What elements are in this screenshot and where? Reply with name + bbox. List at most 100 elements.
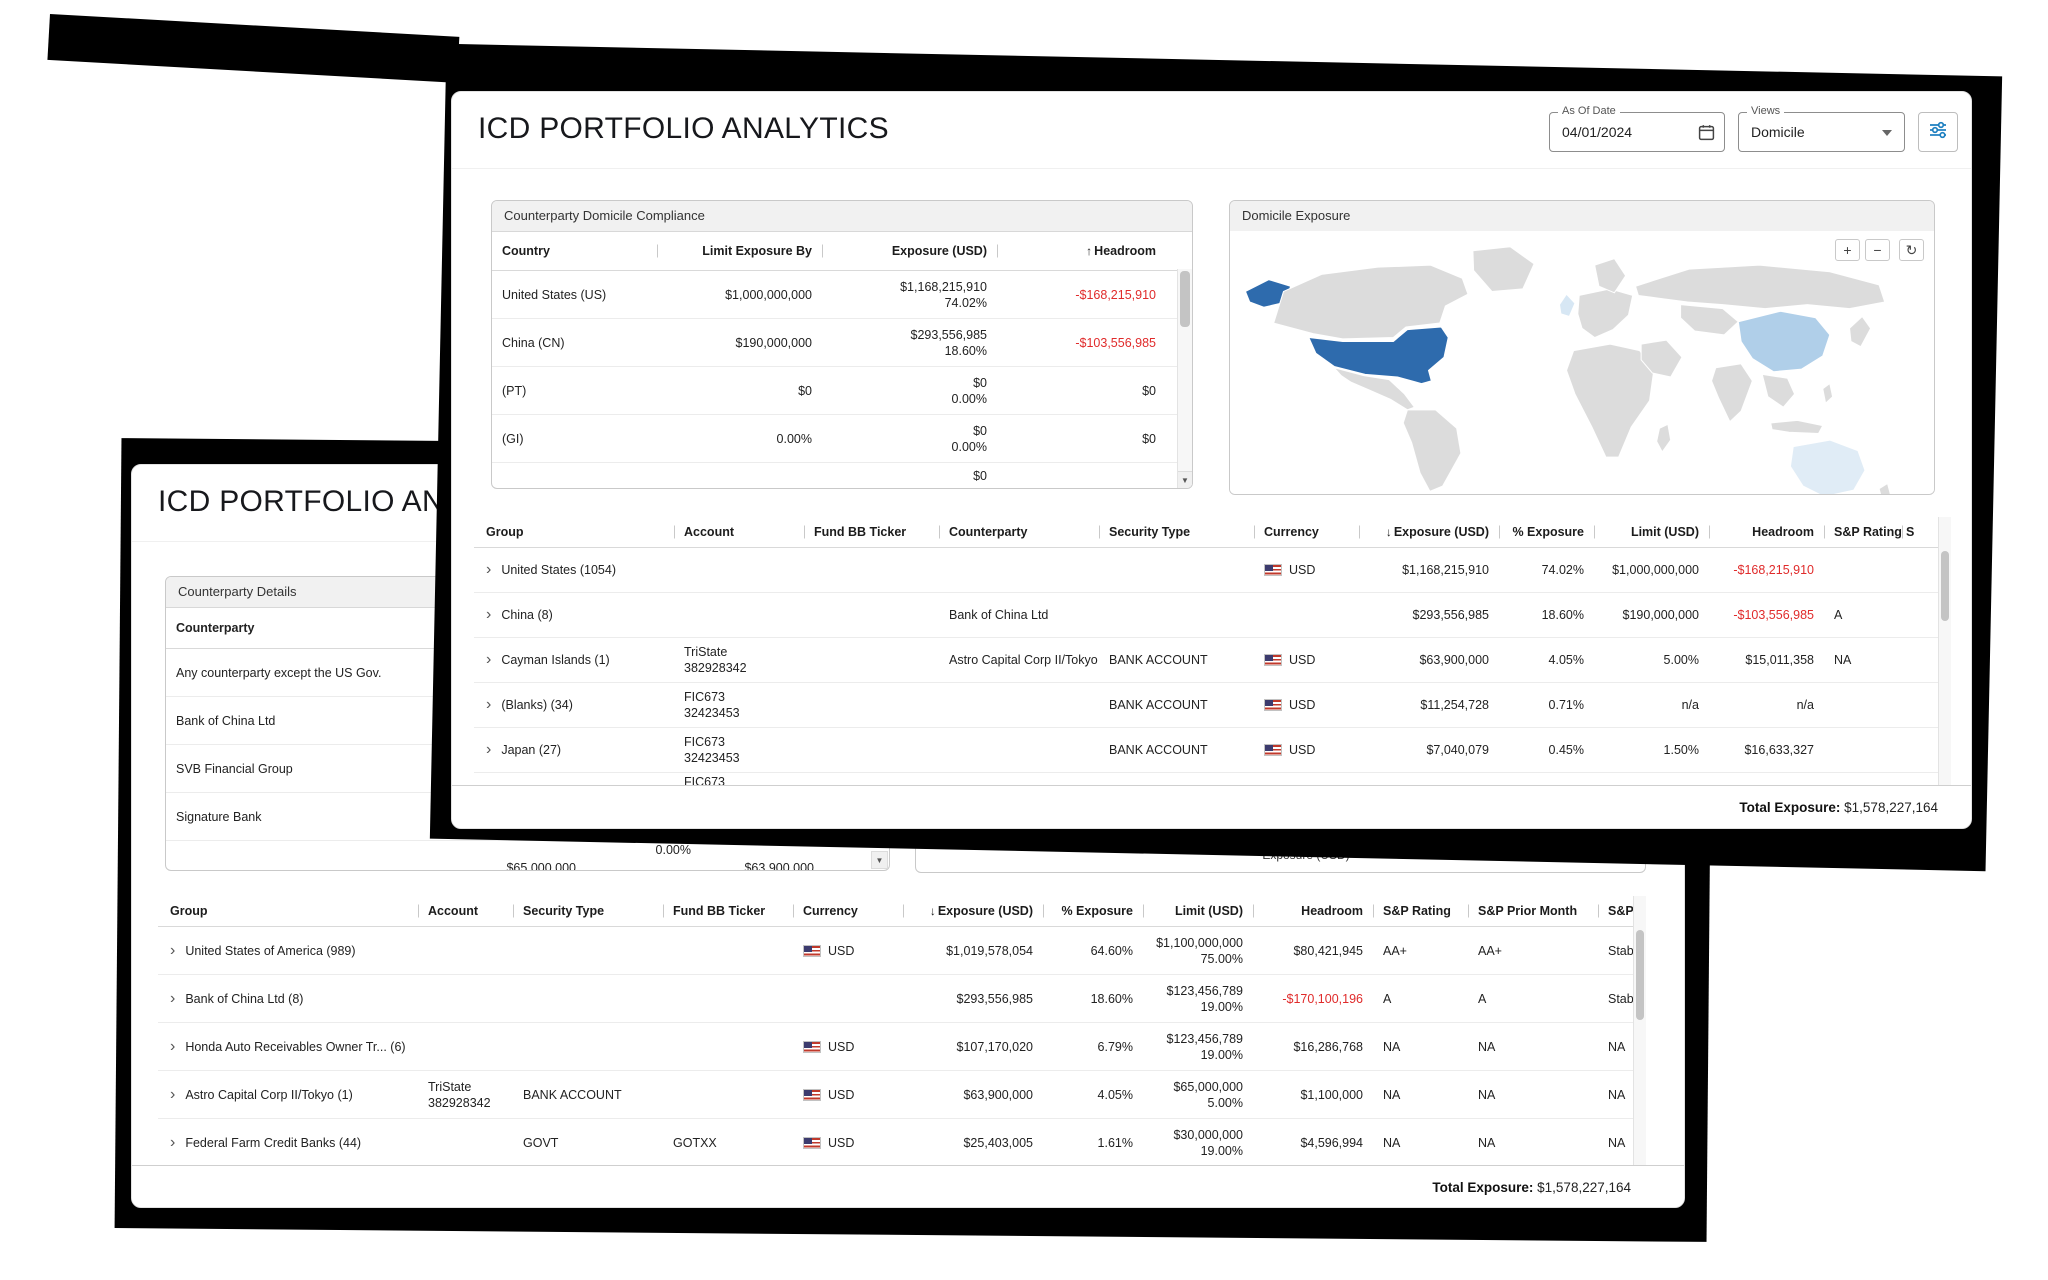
cell-headroom: $4,596,994 [1300,1135,1363,1150]
col-header-limit[interactable]: Limit (USD) [1143,904,1253,918]
views-value[interactable]: Domicile [1751,124,1805,140]
region-africa [1565,343,1655,458]
account-line1: TriState [684,645,728,659]
cell-limit: $30,000,000 19.00% [1143,1127,1253,1159]
table-row[interactable]: › Cayman Islands (1) TriState 382928342 As… [474,638,1951,683]
table-row[interactable]: › Bank of China Ltd (8) $293,556,985 18.6… [158,975,1646,1023]
cell-currency: USD [1254,563,1359,577]
counterparty-name: SVB Financial Group [176,761,293,776]
col-header-security-type[interactable]: Security Type [1099,525,1254,539]
cell-exposure: $293,556,985 [956,991,1033,1006]
front-grid-header-row: Group Account Fund BB Ticker Counterpart… [474,517,1951,548]
chevron-right-icon[interactable]: › [170,990,176,1007]
col-header-pct-exposure[interactable]: % Exposure [1499,525,1594,539]
cell-sp-rating: A [1383,991,1392,1006]
cell-pct-exposure: 18.60% [1090,991,1133,1006]
table-row[interactable]: › Honda Auto Receivables Owner Tr... (6) … [158,1023,1646,1071]
table-row[interactable]: › Astro Capital Corp II/Tokyo (1) TriStat… [158,1071,1646,1119]
col-header-country[interactable]: Country [502,244,550,258]
front-page-title: ICD PORTFOLIO ANALYTICS [478,112,889,145]
map-reset-button[interactable]: ↻ [1899,239,1924,261]
scrollbar-thumb[interactable] [1180,271,1190,327]
scrollbar-thumb[interactable] [1636,930,1644,1020]
chevron-right-icon[interactable]: › [486,742,492,758]
chevron-right-icon[interactable]: › [170,942,176,959]
as-of-date-field[interactable]: As Of Date 04/01/2024 [1549,105,1725,152]
chevron-right-icon[interactable]: › [170,1134,176,1151]
col-header-sp-rating[interactable]: S&P Rating [1373,904,1468,918]
col-header-sp-prior-month[interactable]: S&P Prior Month [1468,904,1598,918]
col-header-security-type[interactable]: Security Type [513,904,663,918]
chevron-right-icon[interactable]: › [486,607,492,623]
as-of-date-value[interactable]: 04/01/2024 [1562,124,1633,140]
col-header-headroom[interactable]: ↑ Headroom [997,244,1166,258]
col-header-exposure[interactable]: Exposure (USD) [822,244,997,258]
col-header-counterparty[interactable]: Counterparty [176,621,255,635]
chevron-right-icon[interactable]: › [486,562,492,578]
col-header-account[interactable]: Account [674,525,804,539]
cell-sp-rating: A [1834,608,1843,622]
compliance-row-partial[interactable]: $0 [492,463,1192,488]
currency-label: USD [1289,563,1316,577]
col-header-counterparty[interactable]: Counterparty [939,525,1099,539]
table-row[interactable]: › Federal Farm Credit Banks (44) GOVT GOT… [158,1119,1646,1165]
cell-sp-rating: NA [1383,1039,1401,1054]
back-grid-header-row: Group Account Security Type Fund BB Tick… [158,896,1646,927]
vertical-scrollbar[interactable]: ▼ [1177,269,1192,488]
table-row[interactable]: › United States of America (989) USD $1,0… [158,927,1646,975]
zoom-in-button[interactable]: + [1835,239,1860,261]
col-header-headroom[interactable]: Headroom [1253,904,1373,918]
table-row[interactable]: › (Blanks) (34) FIC673 32423453 BANK ACCOU… [474,683,1951,728]
col-header-currency[interactable]: Currency [793,904,903,918]
col-header-limit-exposure-by[interactable]: Limit Exposure By [657,244,822,258]
filter-settings-button[interactable] [1918,112,1958,152]
chevron-right-icon[interactable]: › [170,1086,176,1103]
compliance-row[interactable]: United States (US) $1,000,000,000 $1,168… [492,271,1192,319]
col-header-clipped[interactable]: S [1902,525,1942,539]
col-header-exposure[interactable]: ↓ Exposure (USD) [903,904,1043,918]
cell-country: United States (US) [502,287,607,302]
col-header-group[interactable]: Group [170,904,208,918]
group-label: Federal Farm Credit Banks (44) [185,1135,362,1150]
col-header-exposure[interactable]: ↓ Exposure (USD) [1359,525,1499,539]
col-header-currency[interactable]: Currency [1254,525,1359,539]
col-header-account[interactable]: Account [418,904,513,918]
cell-headroom: $0 [1142,383,1156,398]
compliance-row[interactable]: (GI) 0.00% $0 0.00% $0 [492,415,1192,463]
col-header-pct-exposure[interactable]: % Exposure [1043,904,1143,918]
world-map[interactable]: + − ↻ [1230,231,1934,494]
col-header-fund-bb-ticker[interactable]: Fund BB Ticker [804,525,939,539]
vertical-scrollbar[interactable] [1938,517,1951,785]
scrollbar-thumb[interactable] [1941,551,1949,621]
region-india [1710,363,1753,423]
chevron-right-icon[interactable]: › [486,697,492,713]
table-row[interactable]: › United States (1054) USD $1,168,215,910… [474,548,1951,593]
calendar-icon[interactable] [1698,124,1715,146]
col-header-group[interactable]: Group [486,525,524,539]
table-row[interactable]: › Japan (27) FIC673 32423453 BANK ACCOUNT … [474,728,1951,773]
vertical-scrollbar[interactable] [1633,896,1646,1165]
counterparty-row-partial[interactable]: 0.00% $65,000,000 $63,900,000 [166,841,889,870]
region-united-kingdom [1558,293,1576,318]
scroll-down-button[interactable]: ▼ [1178,471,1192,488]
col-header-limit[interactable]: Limit (USD) [1594,525,1709,539]
chevron-right-icon[interactable]: › [486,652,492,668]
compliance-row[interactable]: (PT) $0 $0 0.00% $0 [492,367,1192,415]
table-row[interactable]: › China (8) Bank of China Ltd $293,556,98… [474,593,1951,638]
chevron-right-icon[interactable]: › [170,1038,176,1055]
col-header-fund-bb-ticker[interactable]: Fund BB Ticker [663,904,793,918]
table-row-partial[interactable]: FIC673 [474,773,1951,785]
cell-group: › (Blanks) (34) [474,697,674,713]
cell-sp-prior-month: NA [1478,1135,1496,1150]
scroll-down-button[interactable]: ▼ [871,851,888,869]
zoom-out-button[interactable]: − [1865,239,1890,261]
views-select[interactable]: Views Domicile [1738,105,1905,152]
col-header-headroom[interactable]: Headroom [1709,525,1824,539]
counterparty-details-title: Counterparty Details [178,584,297,599]
cell-security-type: BANK ACCOUNT [523,1087,622,1102]
col-header-sp-rating[interactable]: S&P Rating [1824,525,1902,539]
compliance-row[interactable]: China (CN) $190,000,000 $293,556,985 18.6… [492,319,1192,367]
cell-security-type: BANK ACCOUNT [1109,653,1208,667]
us-flag-icon [803,1136,821,1149]
limit-amount: $123,456,789 [1166,983,1243,998]
